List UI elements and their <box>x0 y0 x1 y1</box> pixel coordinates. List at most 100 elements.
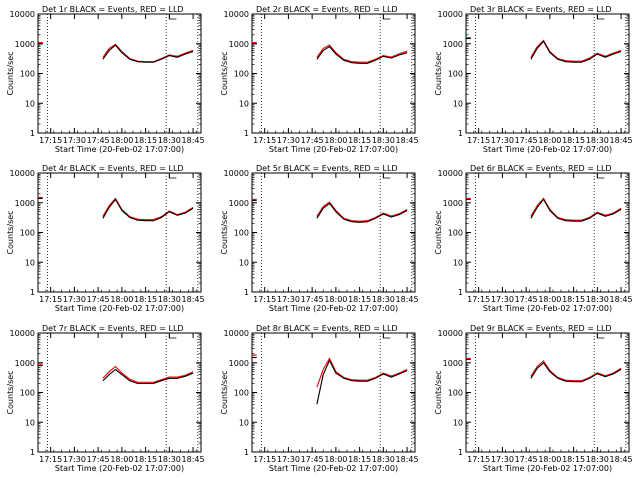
panel-title: Det 4r BLACK = Events, RED = LLD <box>42 164 184 173</box>
x-tick-label: 18:00 <box>324 295 347 304</box>
x-tick-label: 17:15 <box>39 136 62 145</box>
x-axis-label: Start Time (20-Feb-02 17:07:00) <box>483 145 612 154</box>
x-tick-label: 17:30 <box>277 136 300 145</box>
x-tick-label: 18:15 <box>134 295 157 304</box>
x-tick-label: 17:30 <box>63 295 86 304</box>
y-tick-label: 10000 <box>224 10 249 19</box>
y-tick-label: 100 <box>234 389 249 398</box>
events-series-main <box>102 44 194 63</box>
y-tick-label: 100 <box>20 70 35 79</box>
lld-series-main <box>316 357 408 388</box>
y-tick-label: 1 <box>458 448 463 457</box>
x-axis-label: Start Time (20-Feb-02 17:07:00) <box>269 145 398 154</box>
panel-title: Det 3r BLACK = Events, RED = LLD <box>470 5 612 14</box>
x-tick-label: 17:45 <box>515 455 538 464</box>
plot-frame <box>251 172 416 293</box>
y-tick-label: 10000 <box>224 169 249 178</box>
y-tick-label: 1000 <box>229 40 249 49</box>
panel-1: Det 1r BLACK = Events, RED = LLD 1 10 100 10… <box>6 5 205 154</box>
y-tick-label: 1000 <box>15 199 35 208</box>
y-tick-label: 1000 <box>443 199 463 208</box>
y-axis-label: Counts/sec <box>6 51 15 95</box>
x-tick-label: 18:00 <box>538 455 561 464</box>
x-tick-label: 18:15 <box>348 455 371 464</box>
y-tick-label: 10000 <box>438 329 463 338</box>
x-tick-label: 17:45 <box>301 455 324 464</box>
x-tick-label: 18:45 <box>396 455 419 464</box>
y-tick-label: 100 <box>20 229 35 238</box>
x-axis-label: Start Time (20-Feb-02 17:07:00) <box>269 304 398 313</box>
events-series-main <box>316 359 408 405</box>
y-tick-label: 1000 <box>443 359 463 368</box>
y-tick-label: 100 <box>448 70 463 79</box>
y-axis-label: Counts/sec <box>6 370 15 414</box>
y-tick-label: 1 <box>30 448 35 457</box>
bracket-mark <box>382 15 391 20</box>
y-tick-label: 10 <box>239 418 249 427</box>
bracket-mark <box>168 174 177 179</box>
y-tick-label: 100 <box>20 389 35 398</box>
panel-title: Det 1r BLACK = Events, RED = LLD <box>42 5 184 14</box>
panel-7: Det 7r BLACK = Events, RED = LLD 1 10 100 10… <box>6 324 205 473</box>
x-tick-label: 18:30 <box>372 455 395 464</box>
y-tick-label: 10 <box>453 418 463 427</box>
y-tick-label: 1 <box>244 448 249 457</box>
x-tick-label: 17:45 <box>87 455 110 464</box>
y-tick-label: 10 <box>25 99 35 108</box>
panel-9: Det 9r BLACK = Events, RED = LLD 1 10 100 10… <box>434 324 633 473</box>
y-tick-label: 10 <box>453 258 463 267</box>
x-tick-label: 17:30 <box>277 455 300 464</box>
plot-frame <box>465 13 630 134</box>
y-tick-label: 10000 <box>10 329 35 338</box>
y-tick-label: 10000 <box>10 169 35 178</box>
events-series-main <box>530 361 622 383</box>
x-tick-label: 17:30 <box>63 136 86 145</box>
x-tick-label: 17:15 <box>467 295 490 304</box>
x-tick-label: 17:15 <box>253 136 276 145</box>
x-tick-label: 17:45 <box>301 295 324 304</box>
x-tick-label: 18:00 <box>324 136 347 145</box>
y-tick-label: 10 <box>25 418 35 427</box>
x-tick-label: 17:30 <box>277 295 300 304</box>
events-series-main <box>316 45 408 64</box>
lld-series-main <box>530 39 622 62</box>
bracket-mark <box>596 15 605 20</box>
lld-series-main <box>102 197 194 221</box>
y-tick-label: 10000 <box>224 329 249 338</box>
y-tick-label: 100 <box>448 389 463 398</box>
bracket-mark <box>596 174 605 179</box>
x-axis-label: Start Time (20-Feb-02 17:07:00) <box>55 464 184 473</box>
x-tick-label: 18:45 <box>182 136 205 145</box>
panel-2: Det 2r BLACK = Events, RED = LLD 1 10 100 10… <box>220 5 419 154</box>
x-tick-label: 18:00 <box>538 136 561 145</box>
x-tick-label: 18:30 <box>586 136 609 145</box>
panel-title: Det 8r BLACK = Events, RED = LLD <box>256 324 398 333</box>
events-series-main <box>316 202 408 223</box>
x-tick-label: 18:30 <box>586 455 609 464</box>
bracket-mark <box>168 15 177 20</box>
y-tick-label: 1000 <box>229 199 249 208</box>
x-axis-label: Start Time (20-Feb-02 17:07:00) <box>483 304 612 313</box>
x-tick-label: 17:15 <box>253 295 276 304</box>
events-series-main <box>102 198 194 222</box>
lld-series-main <box>530 360 622 382</box>
lld-series-main <box>530 197 622 221</box>
bracket-mark <box>382 174 391 179</box>
x-tick-label: 18:00 <box>110 295 133 304</box>
y-tick-label: 10000 <box>438 169 463 178</box>
y-axis-label: Counts/sec <box>434 210 443 254</box>
panel-5: Det 5r BLACK = Events, RED = LLD 1 10 100 10… <box>220 164 419 313</box>
x-tick-label: 18:45 <box>182 295 205 304</box>
x-tick-label: 17:45 <box>515 295 538 304</box>
y-axis-label: Counts/sec <box>220 51 229 95</box>
x-tick-label: 18:30 <box>586 295 609 304</box>
x-tick-label: 17:30 <box>491 295 514 304</box>
panel-4: Det 4r BLACK = Events, RED = LLD 1 10 100 10… <box>6 164 205 313</box>
y-tick-label: 1 <box>458 288 463 297</box>
y-tick-label: 1 <box>244 129 249 138</box>
y-tick-label: 10 <box>239 99 249 108</box>
events-series-main <box>102 368 194 385</box>
y-tick-label: 1 <box>458 129 463 138</box>
x-tick-label: 17:45 <box>87 136 110 145</box>
